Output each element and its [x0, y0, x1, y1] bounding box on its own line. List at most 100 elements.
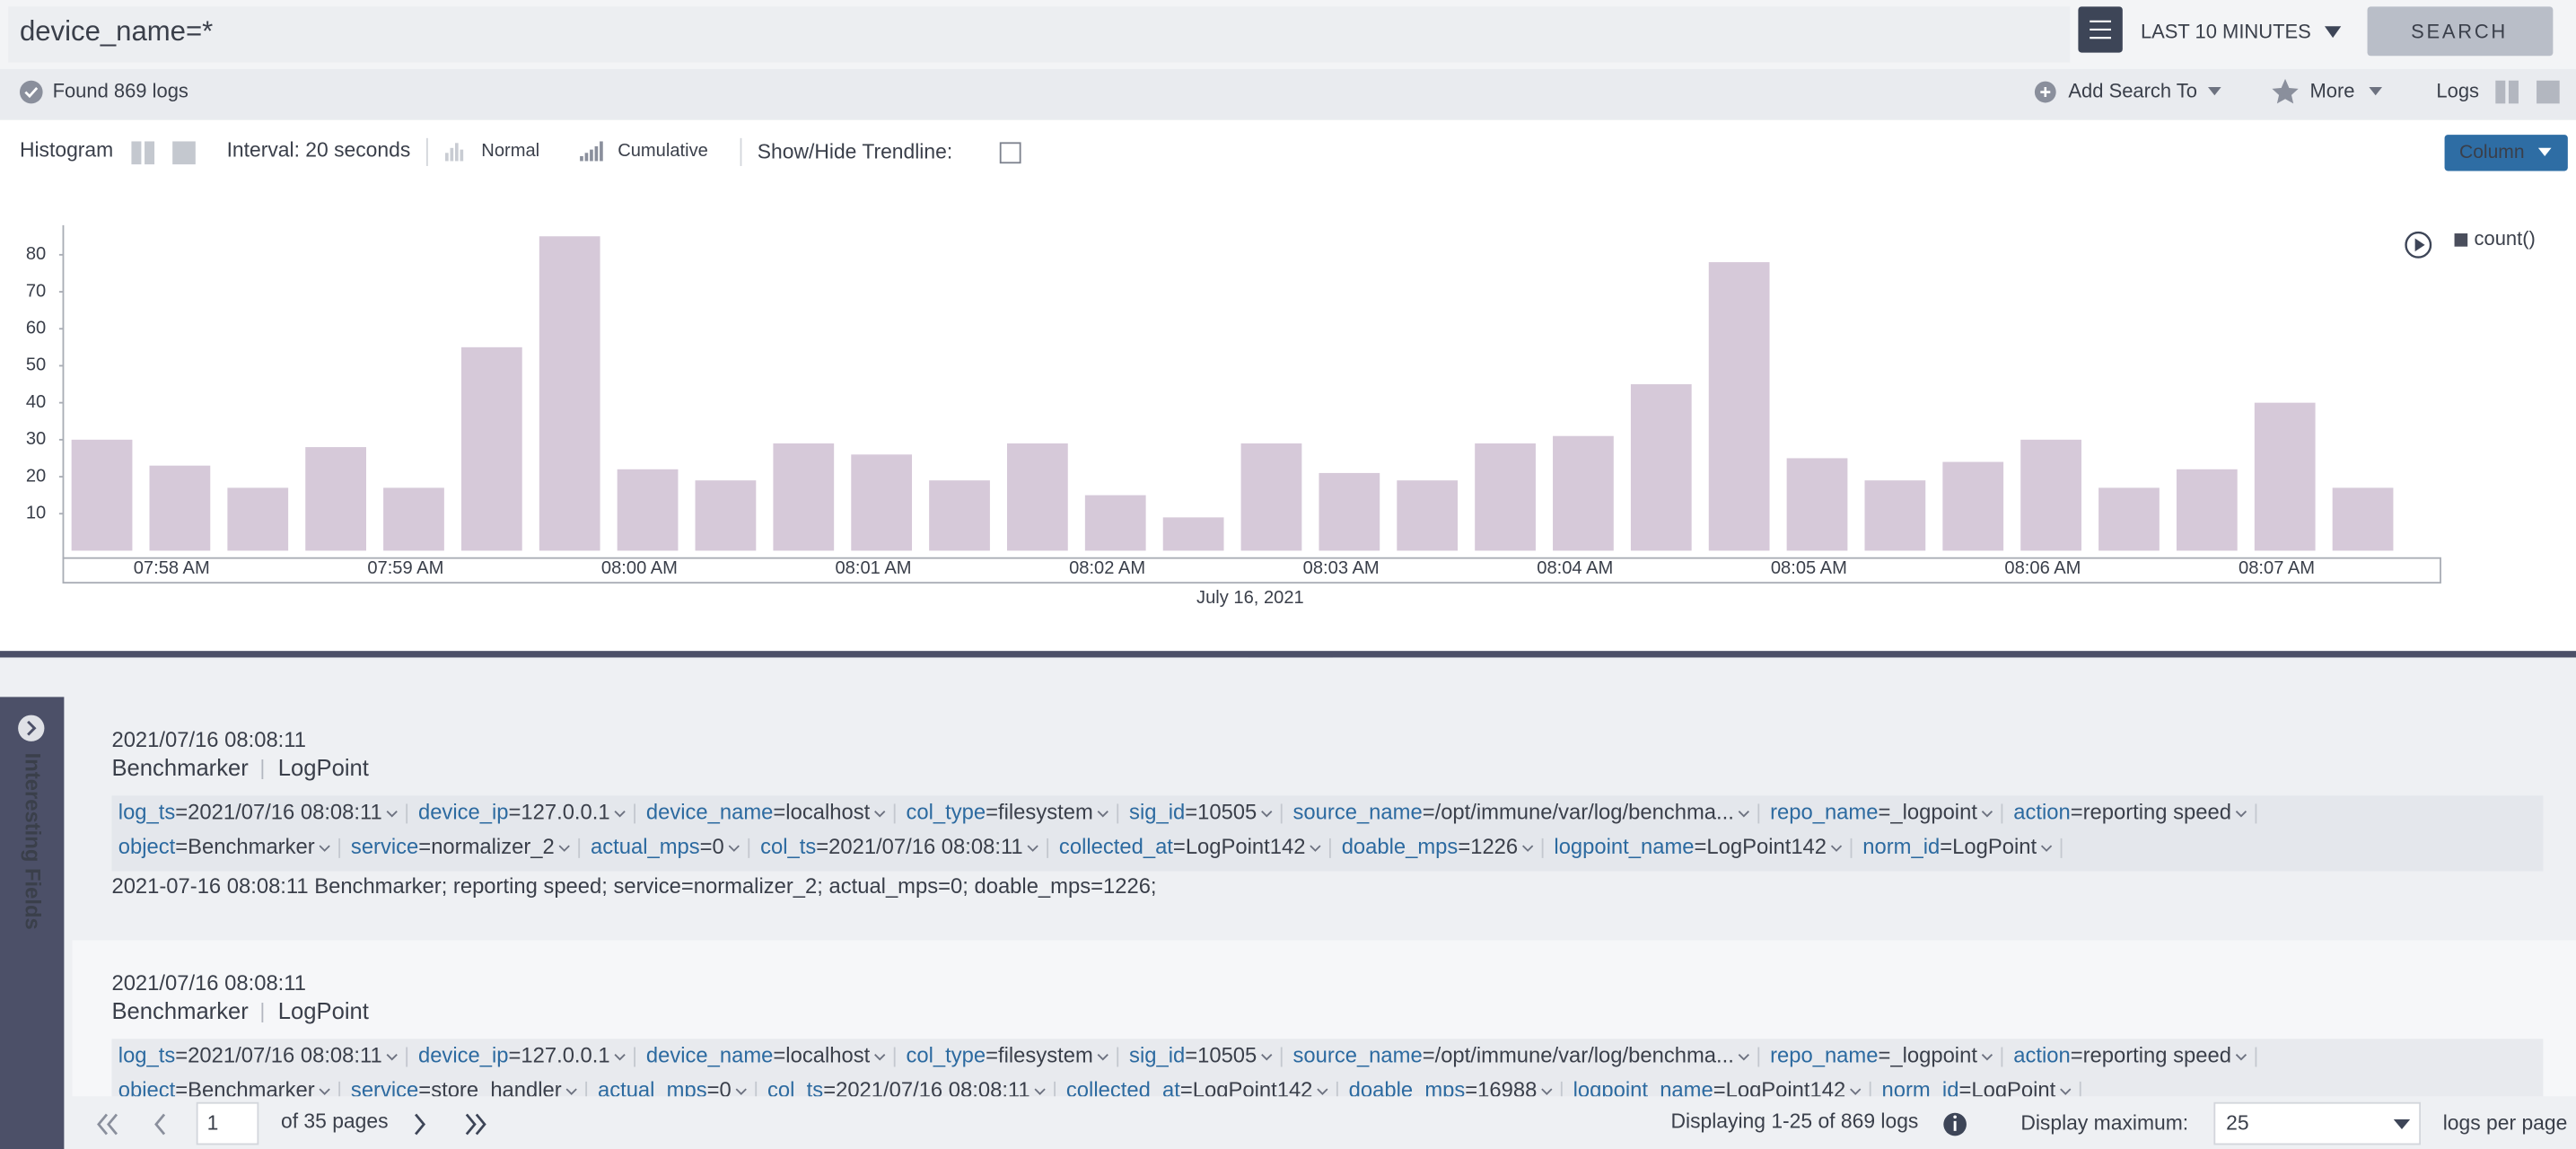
bar [2254, 402, 2316, 551]
displaying: Displaying 1-25 of 869 logs [1670, 1110, 1918, 1133]
field: col_ts=2021/07/16 08:08:11 [760, 835, 1023, 859]
bar [1708, 262, 1770, 551]
x-tick-label: 08:07 AM [2239, 558, 2315, 578]
sidebar-chevron [27, 720, 37, 736]
field-box [111, 1039, 2544, 1097]
field-menu [728, 845, 740, 852]
bar [1084, 495, 1146, 551]
field-value: =Benchmarker [175, 1078, 314, 1102]
field-value: =10505 [1185, 1044, 1257, 1068]
next-page[interactable] [415, 1113, 426, 1136]
trendline-checkbox[interactable] [999, 142, 1021, 164]
x-tick-label: 07:59 AM [367, 558, 443, 578]
time-range[interactable]: LAST 10 MINUTES [2141, 20, 2311, 42]
field-value: =_logpoint [1878, 1044, 1977, 1068]
x-tick-label: 08:03 AM [1303, 558, 1380, 578]
y-tick-label: 20 [26, 466, 46, 486]
field-menu [319, 1088, 330, 1095]
prev-page[interactable] [154, 1113, 166, 1136]
field-key: action [2013, 1044, 2071, 1068]
x-axis-box [62, 557, 2441, 584]
play-button[interactable] [2405, 231, 2432, 259]
field-menu [1027, 845, 1038, 852]
field-value: =127.0.0.1 [509, 1044, 610, 1068]
bar [1786, 458, 1848, 551]
bar [1553, 435, 1614, 551]
field-key: device_name [646, 1044, 774, 1068]
column-button[interactable] [2444, 135, 2568, 171]
first-page[interactable] [97, 1113, 118, 1136]
field-value: =0 [700, 835, 724, 859]
info-dot [1953, 1115, 1957, 1119]
bar [1630, 384, 1692, 551]
log-timestamp: 2021/07/16 08:08:11 [111, 971, 306, 996]
time-range-caret[interactable] [2324, 26, 2342, 39]
field-key: norm_id [1881, 1078, 1958, 1102]
per-page-select[interactable] [2213, 1101, 2422, 1145]
field: norm_id=LogPoint [1881, 1078, 2055, 1102]
log-source: LogPoint [278, 999, 369, 1024]
field-key: object [118, 1078, 176, 1102]
add-caret[interactable] [2208, 87, 2221, 96]
field: sig_id=10505 [1129, 801, 1257, 825]
y-tick-label: 80 [26, 244, 46, 264]
field-key: object [118, 835, 176, 859]
star-icon[interactable] [2272, 78, 2299, 104]
x-tick-label: 08:02 AM [1069, 558, 1145, 578]
more-caret[interactable] [2369, 87, 2383, 96]
field: collected_at=LogPoint142 [1066, 1078, 1313, 1102]
field-menu [2040, 845, 2053, 852]
log-timestamp: 2021/07/16 08:08:11 [111, 728, 306, 752]
column-caret [2537, 147, 2552, 156]
search-input[interactable] [8, 6, 2071, 63]
sidebar[interactable] [0, 697, 65, 1149]
more[interactable]: More [2309, 79, 2354, 101]
search-query: device_name=* [20, 15, 213, 47]
field: sig_id=10505 [1129, 1044, 1257, 1068]
field-value: =LogPoint [1958, 1078, 2055, 1102]
field: object=Benchmarker [118, 835, 315, 859]
legend-label[interactable]: count() [2475, 227, 2536, 250]
display-maximum: Display maximum: [2020, 1111, 2188, 1135]
field-value: =16988 [1465, 1078, 1537, 1102]
field: norm_id=LogPoint [1862, 835, 2037, 859]
field-menu [874, 1054, 886, 1061]
field-menu [1261, 811, 1273, 818]
field: actual_mps=0 [598, 1078, 732, 1102]
field-value: =/opt/immune/var/log/benchma... [1423, 801, 1734, 825]
field-menu [735, 1088, 747, 1095]
layout-icons[interactable] [2495, 80, 2560, 104]
field-key: log_ts [118, 801, 176, 825]
field-value: =normalizer_2 [418, 835, 554, 859]
normal-mode[interactable]: Normal [481, 141, 539, 161]
field: action=reporting speed [2013, 1044, 2231, 1068]
last-page[interactable] [465, 1113, 486, 1136]
field: log_ts=2021/07/16 08:08:11 [118, 1044, 382, 1068]
field: collected_at=LogPoint142 [1059, 835, 1306, 859]
field-value: =10505 [1185, 801, 1257, 825]
y-tick-label: 30 [26, 429, 46, 449]
cumulative-mode[interactable]: Cumulative [618, 141, 708, 161]
interval[interactable]: Interval: 20 seconds [227, 138, 411, 162]
field-key: actual_mps [598, 1078, 707, 1102]
y-tick-label: 60 [26, 319, 46, 338]
histogram-label: Histogram [20, 138, 113, 162]
histogram-toggle[interactable] [131, 141, 196, 165]
field: logpoint_name=LogPoint142 [1554, 835, 1827, 859]
field-menu [1981, 811, 1993, 818]
search-button[interactable] [2367, 6, 2554, 57]
field-menu [558, 845, 570, 852]
page-input[interactable] [196, 1101, 259, 1145]
x-tick-label: 08:00 AM [601, 558, 678, 578]
sidebar-icon[interactable] [18, 715, 45, 741]
field-menu [614, 1054, 626, 1061]
field-value: =localhost [773, 801, 870, 825]
field: doable_mps=16988 [1349, 1078, 1538, 1102]
bar [617, 469, 679, 551]
log-origin: Benchmarker [111, 756, 249, 781]
x-tick-label: 08:06 AM [2004, 558, 2081, 578]
per-page-value: 25 [2226, 1111, 2248, 1135]
field-box [111, 795, 2544, 872]
add-search-to[interactable]: Add Search To [2068, 79, 2197, 101]
field: object=Benchmarker [118, 1078, 315, 1102]
